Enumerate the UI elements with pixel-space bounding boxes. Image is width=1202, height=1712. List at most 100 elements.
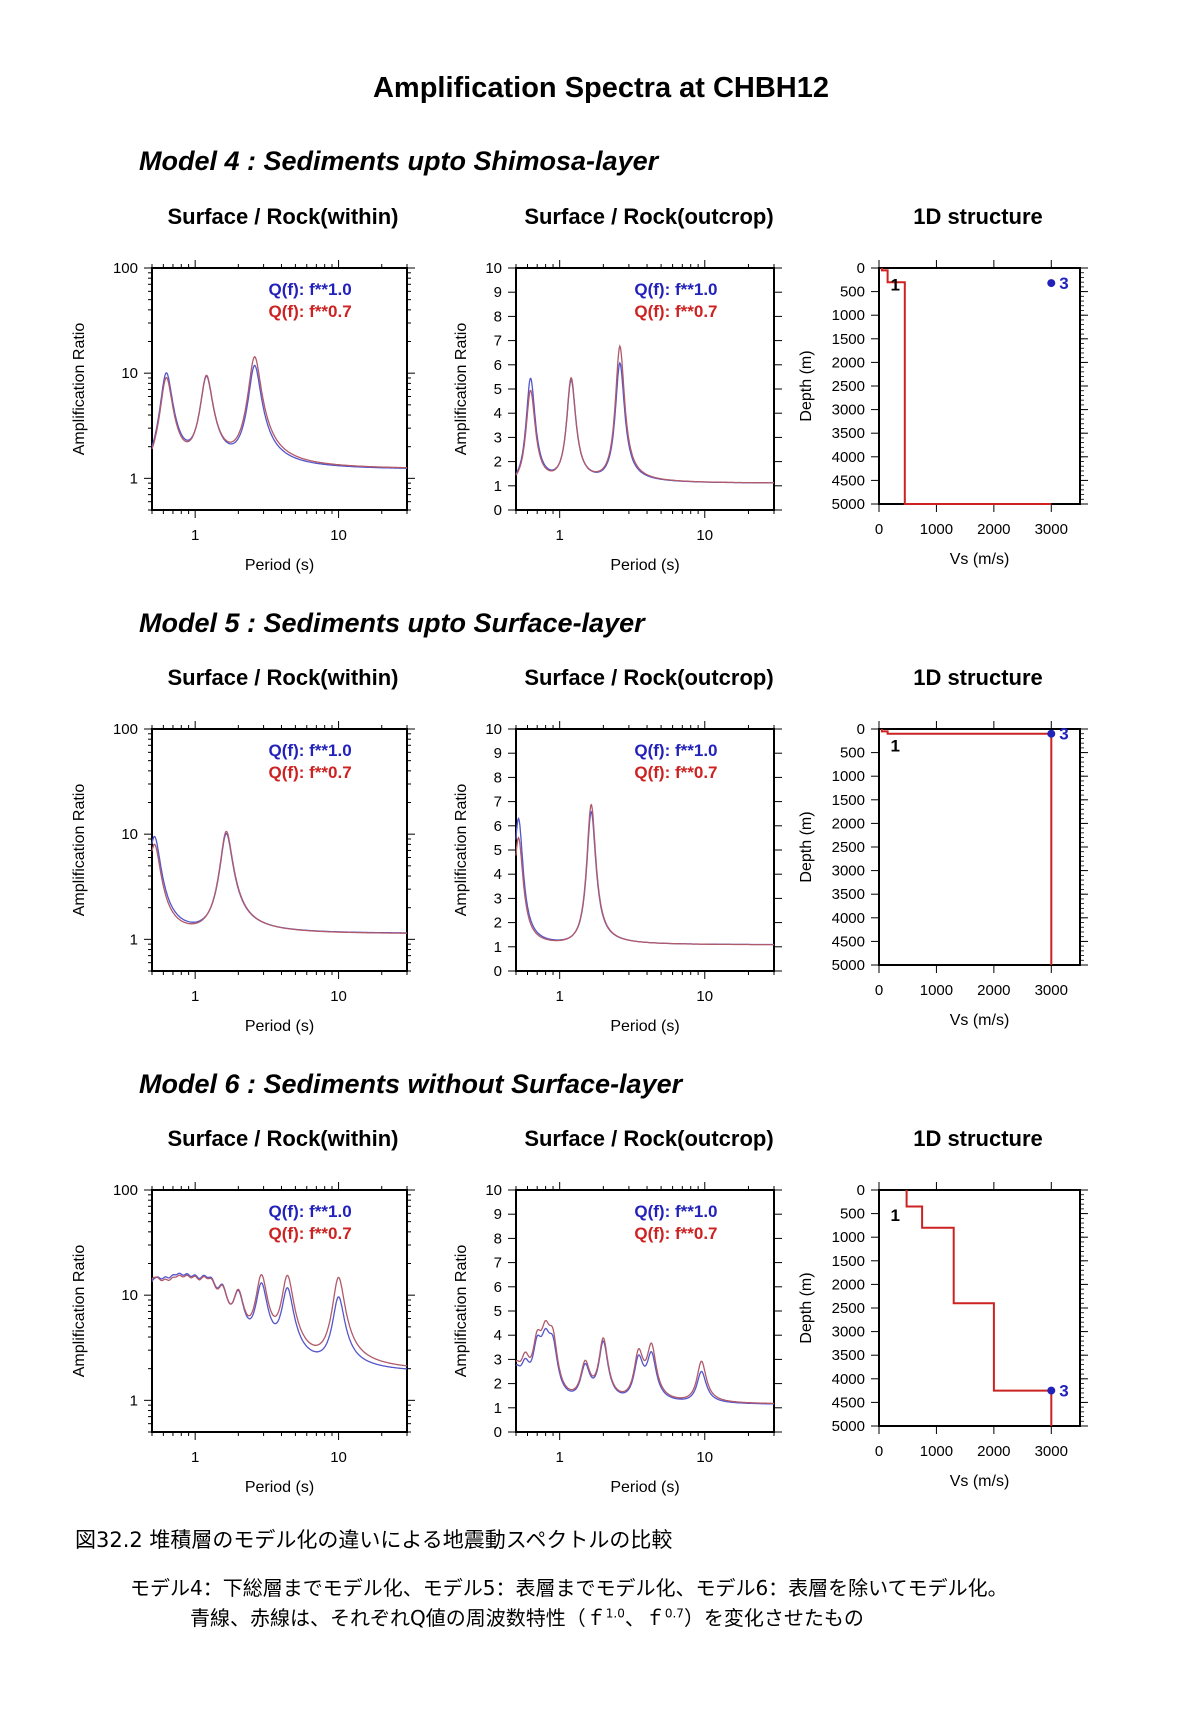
y-tick-label: 4000 [832,1371,865,1388]
x-tick-label: 10 [696,1449,713,1466]
marker-3-point [1047,279,1056,288]
structure-plot-frame [878,267,1081,505]
y-tick-label: 5000 [832,496,865,513]
y-tick-label: 6 [494,818,502,835]
x-axis-label: Period (s) [245,557,314,574]
x-tick-label: 10 [330,1449,347,1466]
x-tick-label: 1 [556,988,564,1005]
y-axis-label: Amplification Ratio [453,784,470,917]
y-tick-label: 5 [494,842,502,859]
y-axis-label: Depth (m) [798,1272,815,1343]
y-axis-label: Amplification Ratio [71,784,88,917]
series-red-line [515,803,774,946]
x-axis-label: Period (s) [610,1479,679,1496]
y-tick-label: 2000 [832,815,865,832]
y-tick-label: 3000 [832,1324,865,1341]
page-title: Amplification Spectra at CHBH12 [372,72,830,104]
note-sup-2: 0.7 [664,1606,684,1621]
vs-profile-line [880,729,1053,965]
y-tick-label: 1500 [832,792,865,809]
y-tick-label: 1 [494,1400,502,1417]
y-tick-label: 100 [113,260,138,277]
y-tick-label: 10 [485,260,502,277]
y-tick-label: 1 [130,931,138,948]
y-tick-label: 8 [494,769,502,786]
figure-caption: 図32.2 堆積層のモデル化の違いによる地震動スペクトルの比較 [75,1528,673,1552]
marker-3-label: 3 [1059,1382,1068,1401]
y-tick-label: 0 [857,1182,865,1199]
note-line2-mid: 、ｆ [624,1606,665,1630]
y-tick-label: 5000 [832,1418,865,1435]
x-tick-label: 2000 [977,1443,1010,1460]
legend-red: Q(f): f**0.7 [634,1224,717,1243]
y-axis-label: Amplification Ratio [453,323,470,456]
y-tick-label: 1 [130,1392,138,1409]
x-tick-label: 1000 [920,521,953,538]
model-5-title: Model 5 : Sediments upto Surface-layer [139,608,645,638]
legend-red: Q(f): f**0.7 [269,1224,352,1243]
series-blue-line [151,832,407,934]
x-axis-label: Period (s) [610,1018,679,1035]
legend-red: Q(f): f**0.7 [634,763,717,782]
y-tick-label: 7 [494,794,502,811]
y-tick-label: 1500 [832,331,865,348]
marker-3-point [1047,1386,1056,1395]
legend-blue: Q(f): f**1.0 [634,1202,717,1221]
legend-red: Q(f): f**0.7 [634,302,717,321]
x-axis-label: Vs (m/s) [950,551,1010,568]
x-tick-label: 1 [191,988,199,1005]
y-tick-label: 10 [485,721,502,738]
x-tick-label: 2000 [977,982,1010,999]
y-axis-label: Depth (m) [798,350,815,421]
vs-profile-line [905,1190,1053,1426]
y-tick-label: 7 [494,333,502,350]
vs-profile-line [880,268,1052,505]
legend-blue: Q(f): f**1.0 [269,1202,352,1221]
y-tick-label: 3500 [832,425,865,442]
within-title: Surface / Rock(within) [167,1126,399,1151]
x-tick-label: 10 [330,527,347,544]
series-red-line [515,344,774,484]
x-tick-label: 1000 [920,982,953,999]
x-tick-label: 3000 [1035,1443,1068,1460]
y-tick-label: 2000 [832,1276,865,1293]
x-tick-label: 10 [696,988,713,1005]
structure-title: 1D structure [913,1126,1043,1151]
y-tick-label: 5000 [832,957,865,974]
y-tick-label: 3500 [832,1347,865,1364]
y-tick-label: 4 [494,1327,502,1344]
y-tick-label: 2 [494,454,502,471]
y-tick-label: 1 [494,478,502,495]
x-tick-label: 1 [191,527,199,544]
legend-blue: Q(f): f**1.0 [634,741,717,760]
note-line2-start: 青線、赤線は、それぞれQ値の周波数特性（ｆ [190,1606,606,1630]
y-tick-label: 3000 [832,863,865,880]
y-tick-label: 6 [494,1279,502,1296]
y-tick-label: 5 [494,381,502,398]
y-tick-label: 6 [494,357,502,374]
series-blue-line [515,810,774,946]
y-tick-label: 100 [113,1182,138,1199]
y-tick-label: 8 [494,308,502,325]
structure-plot-frame [878,728,1081,966]
legend-red: Q(f): f**0.7 [269,763,352,782]
marker-1-label: 1 [890,276,899,295]
x-axis-label: Vs (m/s) [950,1473,1010,1490]
y-tick-label: 3500 [832,886,865,903]
y-axis-label: Amplification Ratio [71,323,88,456]
y-tick-label: 9 [494,284,502,301]
series-blue-line [515,361,774,484]
figure-note-line2: 青線、赤線は、それぞれQ値の周波数特性（ｆ1.0、ｆ0.7）を変化させたもの [190,1602,864,1631]
marker-3-point [1047,729,1056,738]
y-tick-label: 500 [840,745,865,762]
series-red-line [515,1319,774,1405]
y-tick-label: 8 [494,1230,502,1247]
marker-1-label: 1 [890,737,899,756]
y-tick-label: 1500 [832,1253,865,1270]
y-tick-label: 0 [494,1424,502,1441]
y-tick-label: 100 [113,721,138,738]
series-blue-line [515,1327,774,1405]
note-sup-1: 1.0 [605,1606,625,1621]
y-tick-label: 3 [494,890,502,907]
